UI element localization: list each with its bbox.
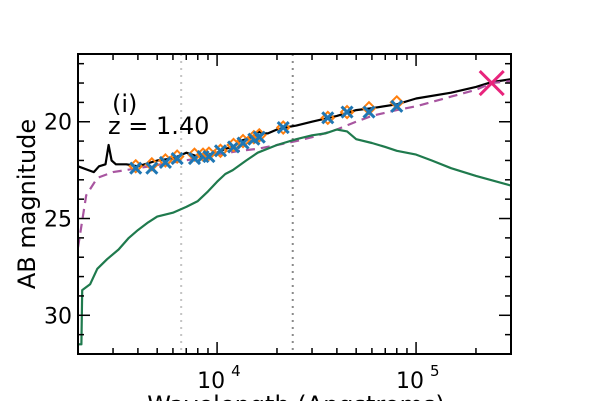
axis-ticks	[77, 54, 512, 355]
stellar-model-line	[78, 128, 511, 346]
x-tick-exponent: 4	[231, 362, 241, 380]
y-tick-label: 25	[44, 208, 72, 233]
x-tick-label: 10	[197, 369, 225, 394]
y-tick-label: 20	[44, 111, 72, 136]
plot-frame	[77, 53, 512, 355]
y-axis-label: AB magnitude	[13, 119, 41, 289]
data-point-12	[252, 130, 266, 144]
filter-reference-lines	[180, 54, 294, 354]
total-model-line	[78, 78, 511, 174]
data-point-1	[129, 161, 143, 175]
data-point-2	[145, 161, 159, 175]
data-point-7	[202, 150, 216, 164]
redshift-annotation: z = 1.40	[108, 112, 209, 140]
axis-tick-labels: 20 25 30 10 4 10 5	[44, 111, 440, 394]
data-point-13	[276, 120, 290, 135]
data-point-10	[236, 136, 250, 150]
highlight-point-18	[478, 69, 505, 97]
data-point-14	[321, 111, 335, 125]
data-point-17	[390, 99, 404, 113]
data-point-16	[362, 105, 376, 119]
y-tick-label: 30	[44, 304, 72, 329]
x-axis-label: Wavelength (Angstroms)	[147, 391, 444, 401]
x-tick-exponent: 5	[430, 362, 440, 380]
data-point-4	[170, 151, 184, 166]
panel-label: (i)	[112, 90, 137, 118]
data-point-8	[213, 144, 228, 158]
data-point-3	[158, 155, 172, 169]
model-curves	[78, 78, 511, 346]
x-tick-label: 10	[396, 369, 424, 394]
data-point-15	[340, 105, 354, 119]
data-point-9	[226, 140, 241, 154]
photometry-points	[128, 69, 505, 175]
